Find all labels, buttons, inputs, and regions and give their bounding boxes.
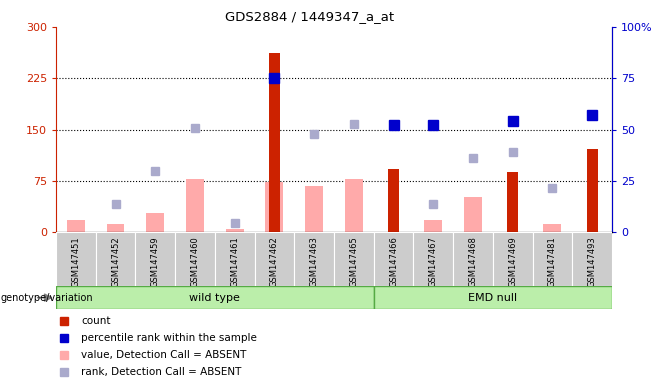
Bar (544, 224, 561, 232)
Text: GDS2884 / 1449347_a_at: GDS2884 / 1449347_a_at (224, 10, 394, 23)
Text: genotype/variation: genotype/variation (1, 293, 93, 303)
Bar (464, 197, 482, 232)
Bar (95, 232, 136, 286)
Bar (136, 232, 175, 286)
Text: GSM147452: GSM147452 (111, 236, 120, 287)
Bar (305, 186, 323, 232)
Bar (334, 232, 374, 286)
Bar (67, 220, 85, 232)
Bar (586, 149, 597, 232)
Text: rank, Detection Call = ABSENT: rank, Detection Call = ABSENT (81, 367, 241, 377)
Text: EMD null: EMD null (468, 293, 517, 303)
Text: GSM147468: GSM147468 (468, 236, 478, 287)
Text: GSM147451: GSM147451 (71, 236, 80, 287)
Text: GSM147462: GSM147462 (270, 236, 279, 287)
Text: wild type: wild type (190, 293, 240, 303)
Text: GSM147465: GSM147465 (349, 236, 359, 287)
Bar (56, 232, 95, 286)
Text: GSM147461: GSM147461 (230, 236, 239, 287)
Bar (294, 232, 334, 286)
Bar (269, 53, 280, 232)
Bar (388, 169, 399, 232)
Bar (507, 172, 519, 232)
Bar (345, 179, 363, 232)
Text: GSM147493: GSM147493 (588, 236, 597, 287)
Text: percentile rank within the sample: percentile rank within the sample (81, 333, 257, 343)
Text: GSM147466: GSM147466 (389, 236, 398, 287)
Text: value, Detection Call = ABSENT: value, Detection Call = ABSENT (81, 350, 246, 360)
Bar (453, 232, 493, 286)
Bar (265, 182, 284, 232)
Bar (413, 232, 453, 286)
Text: GSM147460: GSM147460 (190, 236, 199, 287)
Bar (493, 232, 532, 286)
Text: GSM147469: GSM147469 (508, 236, 517, 287)
Text: count: count (81, 316, 111, 326)
Bar (532, 232, 572, 286)
Bar (374, 232, 413, 286)
Text: GSM147463: GSM147463 (309, 236, 318, 287)
Bar (424, 220, 442, 232)
Bar (175, 232, 215, 286)
Text: GSM147481: GSM147481 (548, 236, 557, 287)
Bar (186, 179, 204, 232)
Bar (56, 286, 374, 309)
Text: GSM147467: GSM147467 (429, 236, 438, 287)
Bar (572, 232, 612, 286)
Bar (215, 232, 255, 286)
Bar (226, 229, 243, 232)
Bar (146, 213, 164, 232)
Bar (107, 224, 124, 232)
Text: GSM147459: GSM147459 (151, 236, 160, 287)
Bar (374, 286, 612, 309)
Bar (255, 232, 294, 286)
